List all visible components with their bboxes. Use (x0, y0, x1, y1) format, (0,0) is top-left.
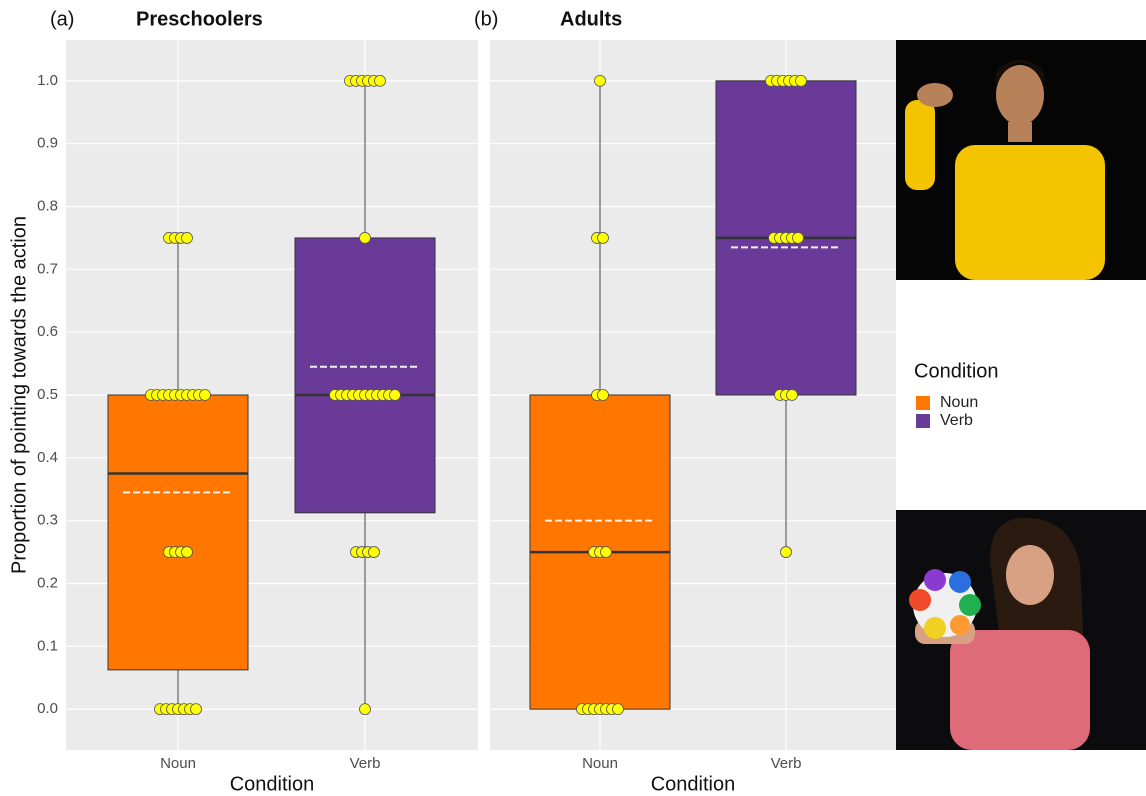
y-tick-label: 0.9 (37, 135, 58, 152)
y-tick-label: 0.8 (37, 197, 58, 214)
y-tick-label: 0.0 (37, 700, 58, 717)
data-point (597, 389, 609, 401)
photo-top (896, 40, 1146, 280)
y-tick-label: 1.0 (37, 72, 58, 89)
data-point (612, 703, 624, 716)
data-point (600, 546, 612, 558)
x-axis-label: Condition (230, 773, 315, 795)
data-point (389, 389, 401, 401)
y-axis-label: Proportion of pointing towards the actio… (8, 216, 30, 574)
data-point (780, 546, 792, 558)
y-tick-label: 0.4 (37, 449, 58, 466)
data-point (594, 74, 606, 87)
data-point (359, 232, 371, 244)
box (107, 394, 249, 671)
data-point (181, 546, 193, 558)
legend-swatch (916, 396, 930, 410)
legend-label: Verb (940, 412, 973, 429)
data-point (786, 389, 798, 401)
data-point (190, 703, 202, 716)
y-tick-label: 0.5 (37, 386, 58, 403)
y-tick-label: 0.7 (37, 260, 58, 277)
panel-label: (a) (50, 8, 74, 30)
x-tick-label: Noun (582, 755, 618, 772)
panel-label: (b) (474, 8, 498, 30)
data-point (359, 703, 371, 716)
y-tick-label: 0.1 (37, 637, 58, 654)
x-tick-label: Verb (350, 755, 381, 772)
x-tick-label: Noun (160, 755, 196, 772)
data-point (368, 546, 380, 558)
chart-title: Adults (560, 8, 622, 30)
y-tick-label: 0.2 (37, 574, 58, 591)
legend-title: Condition (914, 360, 999, 382)
box (294, 237, 436, 514)
y-tick-label: 0.3 (37, 512, 58, 529)
photo-bottom (896, 510, 1146, 750)
data-point (374, 74, 386, 87)
data-point (597, 232, 609, 244)
x-axis-label: Condition (651, 773, 736, 795)
data-point (181, 232, 193, 244)
legend-label: Noun (940, 394, 978, 411)
legend-swatch (916, 414, 930, 428)
chart-title: Preschoolers (136, 8, 263, 30)
data-point (792, 232, 804, 244)
x-tick-label: Verb (771, 755, 802, 772)
data-point (795, 74, 807, 87)
y-tick-label: 0.6 (37, 323, 58, 340)
data-point (199, 389, 211, 401)
